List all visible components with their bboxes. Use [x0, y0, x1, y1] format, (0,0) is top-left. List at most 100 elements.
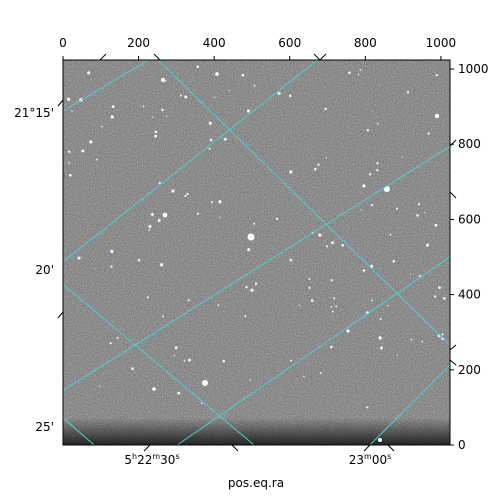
grid-line-0 [63, 60, 150, 112]
grid-line-4 [63, 283, 255, 445]
right-tick-label-4: 800 [458, 137, 481, 151]
star [416, 214, 419, 217]
star [208, 147, 211, 150]
star [289, 170, 293, 174]
bright-star [378, 438, 382, 442]
star [68, 150, 71, 153]
star [228, 89, 230, 92]
star [218, 200, 222, 204]
star [110, 115, 114, 119]
ra-seconds: 00 [372, 453, 387, 467]
ra-minutes: 22 [137, 453, 152, 467]
star [154, 134, 158, 138]
star [438, 286, 441, 289]
star [196, 65, 199, 68]
star [401, 156, 404, 158]
star [69, 173, 72, 177]
top-tick-label-3: 600 [278, 36, 301, 50]
star [110, 265, 113, 268]
star [253, 222, 256, 225]
wcs-tick-9 [449, 359, 457, 366]
star [325, 245, 329, 248]
top-tick-label-5: 1000 [426, 36, 457, 50]
star [298, 304, 301, 306]
star [174, 346, 178, 350]
star [392, 260, 396, 263]
star [366, 406, 369, 409]
star [362, 184, 366, 188]
star [395, 207, 399, 210]
grid-line-1 [157, 60, 450, 346]
star [109, 342, 112, 345]
top-tick-label-2: 400 [203, 36, 226, 50]
star [341, 243, 345, 247]
star [116, 337, 119, 339]
star [325, 156, 327, 159]
right-tick-label-2: 400 [458, 288, 481, 302]
star [357, 73, 360, 76]
wcs-tick-13 [319, 53, 327, 61]
star [171, 189, 175, 193]
plot-frame [62, 59, 451, 446]
star [157, 218, 161, 222]
star [370, 204, 374, 207]
star [142, 105, 145, 108]
wcs-tick-5 [387, 444, 395, 452]
star [348, 71, 351, 75]
star [421, 340, 424, 343]
star [376, 122, 379, 125]
star [81, 149, 85, 153]
wcs-tick-6 [449, 139, 457, 147]
star [376, 169, 379, 172]
star [173, 354, 176, 357]
star [410, 338, 413, 341]
star [148, 229, 150, 231]
ra-minutes: 23 [349, 453, 364, 467]
bright-star [247, 233, 255, 241]
star [137, 258, 141, 262]
star [89, 140, 93, 144]
star [101, 125, 103, 128]
right-tick-label-0: 0 [458, 438, 466, 452]
right-axis: 0 200 400 600 800 1000 [450, 62, 489, 452]
wcs-tick-3 [231, 444, 239, 452]
star [148, 224, 152, 229]
star [335, 305, 338, 308]
star [275, 217, 279, 220]
star [184, 95, 188, 99]
star [96, 158, 98, 161]
star [177, 391, 181, 395]
top-tick-label-1: 200 [127, 36, 150, 50]
star [314, 167, 317, 171]
bright-star [434, 113, 440, 119]
wcs-tick-7 [449, 191, 457, 199]
star [217, 304, 220, 307]
star [161, 108, 164, 112]
star [329, 345, 333, 349]
star [389, 233, 392, 236]
right-tick-label-5: 1000 [458, 62, 489, 76]
star [165, 80, 167, 82]
star [369, 173, 372, 176]
star [319, 371, 322, 374]
wcs-tick-8 [449, 344, 457, 351]
star [303, 375, 305, 378]
wcs-tick-1 [57, 311, 64, 319]
wcs-tick-11 [153, 53, 161, 61]
star [201, 402, 203, 405]
stars-layer [66, 65, 446, 442]
ra-seconds-unit: s [387, 452, 391, 461]
star [318, 233, 322, 237]
x-axis-label: pos.eq.ra [228, 476, 284, 490]
star [99, 385, 101, 387]
star [151, 116, 154, 118]
star [245, 286, 248, 289]
star [184, 194, 187, 198]
star [111, 105, 115, 109]
star [196, 212, 200, 215]
star [71, 110, 73, 112]
star [371, 299, 373, 302]
dec-tick-label-2: 25' [35, 420, 54, 434]
star [186, 192, 189, 196]
